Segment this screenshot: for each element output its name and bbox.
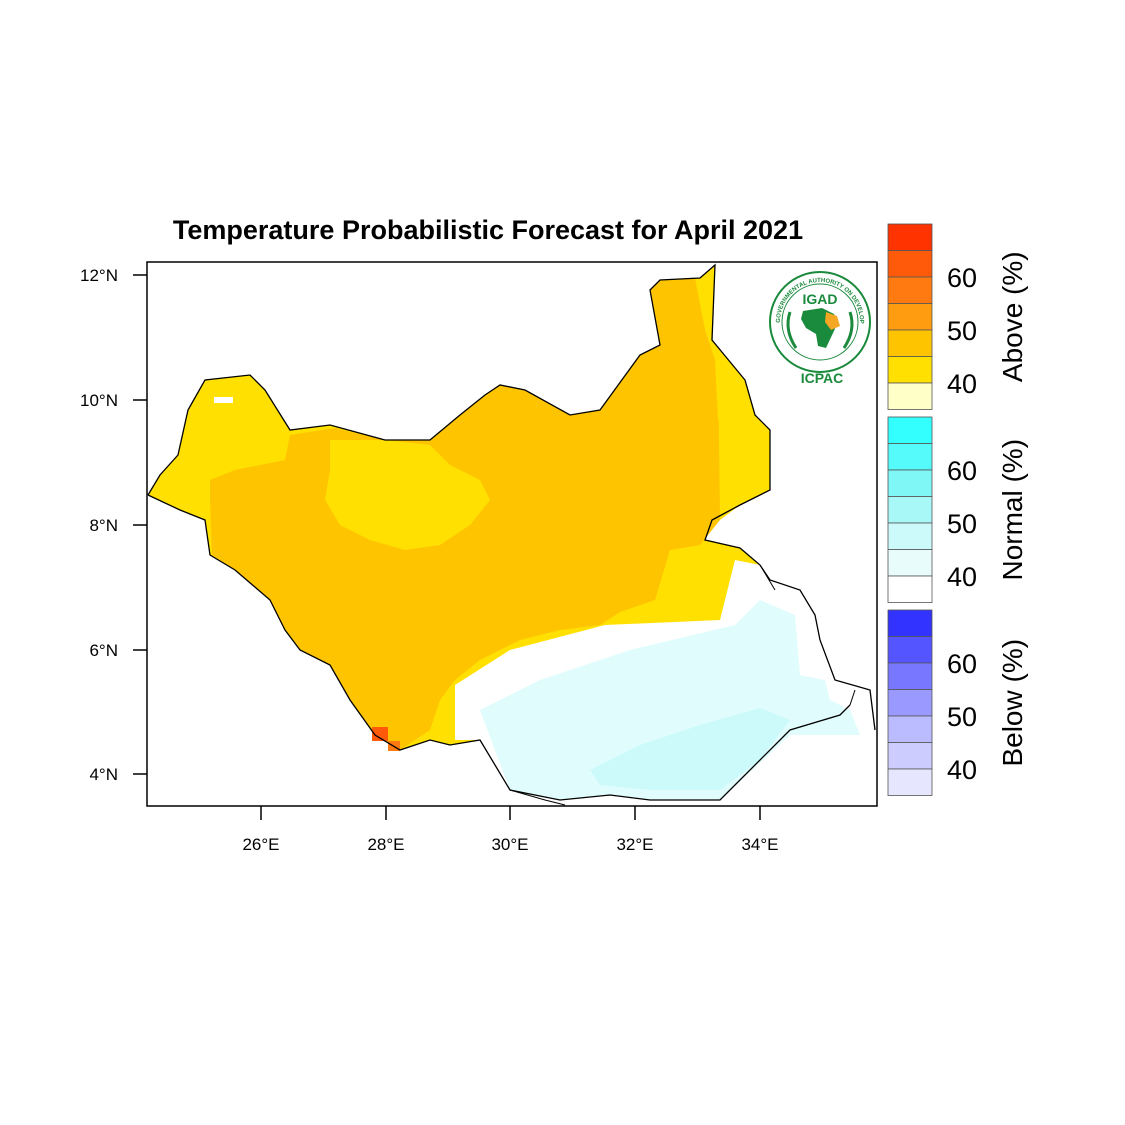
colorbar-tick-label: 50 [947, 316, 977, 346]
lon-tick-label: 28°E [367, 835, 404, 854]
colorbar-normal: 60 50 40 Normal (%) [887, 416, 1028, 603]
region-above-40-inner [325, 440, 490, 550]
colorbar-swatch [887, 443, 933, 471]
colorbar-swatch [887, 715, 933, 743]
colorbar-swatch [887, 496, 933, 524]
colorbar-swatch [887, 636, 933, 664]
colorbar-swatch [887, 356, 933, 384]
colorbar-swatch [887, 382, 933, 410]
colorbar-swatch [887, 689, 933, 717]
map-gap [214, 397, 233, 403]
neighbor-border [509, 564, 856, 806]
colorbar-above: 60 50 40 Above (%) [887, 223, 1028, 410]
colorbar-swatch [887, 416, 933, 444]
lat-tick-label: 4°N [89, 765, 118, 784]
lon-tick-label: 34°E [741, 835, 778, 854]
laurel-right-icon [842, 311, 854, 349]
colorbar-swatch [887, 303, 933, 331]
colorbar-swatch [887, 549, 933, 577]
logo-igad-text: IGAD [803, 291, 838, 307]
colorbar-legend: 60 50 40 Above (%) 60 50 40 Normal (%) 60 50 40 Bel… [887, 223, 1028, 796]
colorbar-swatch [887, 329, 933, 357]
colorbar-tick-label: 40 [947, 369, 977, 399]
region-above-60 [372, 727, 388, 741]
lon-tick-label: 26°E [242, 835, 279, 854]
colorbar-swatch [887, 223, 933, 251]
colorbar-swatch [887, 662, 933, 690]
colorbar-tick-label: 60 [947, 456, 977, 486]
region-normal-45 [590, 708, 790, 790]
colorbar-swatch [887, 742, 933, 770]
colorbar-tick-label: 40 [947, 755, 977, 785]
colorbar-swatch [887, 250, 933, 278]
colorbar-tick-label: 40 [947, 562, 977, 592]
lat-tick-label: 10°N [80, 391, 118, 410]
lat-axis [133, 274, 147, 775]
map-panel [146, 261, 878, 807]
horn-of-africa-icon [825, 312, 840, 330]
colorbar-swatch [887, 768, 933, 796]
lon-tick-label: 30°E [491, 835, 528, 854]
map-title: Temperature Probabilistic Forecast for A… [173, 215, 803, 245]
colorbar-swatch [887, 522, 933, 550]
lon-axis [260, 806, 761, 820]
colorbar-below: 60 50 40 Below (%) [887, 609, 1028, 796]
colorbar-tick-label: 60 [947, 649, 977, 679]
lat-tick-label: 12°N [80, 266, 118, 285]
laurel-left-icon [786, 311, 798, 349]
colorbar-swatch [887, 609, 933, 637]
region-above-40-east [718, 360, 770, 520]
lat-tick-label: 8°N [89, 516, 118, 535]
logo-icpac-text: ICPAC [801, 370, 844, 386]
lat-tick-label: 6°N [89, 641, 118, 660]
colorbar-swatch [887, 575, 933, 603]
colorbar-tick-label: 50 [947, 702, 977, 732]
colorbar-swatch [887, 276, 933, 304]
colorbar-tick-label: 50 [947, 509, 977, 539]
colorbar-tick-label: 60 [947, 263, 977, 293]
lon-tick-label: 32°E [616, 835, 653, 854]
colorbar-title: Normal (%) [997, 439, 1028, 581]
colorbar-swatch [887, 469, 933, 497]
colorbar-title: Below (%) [997, 639, 1028, 767]
colorbar-title: Above (%) [997, 251, 1028, 382]
